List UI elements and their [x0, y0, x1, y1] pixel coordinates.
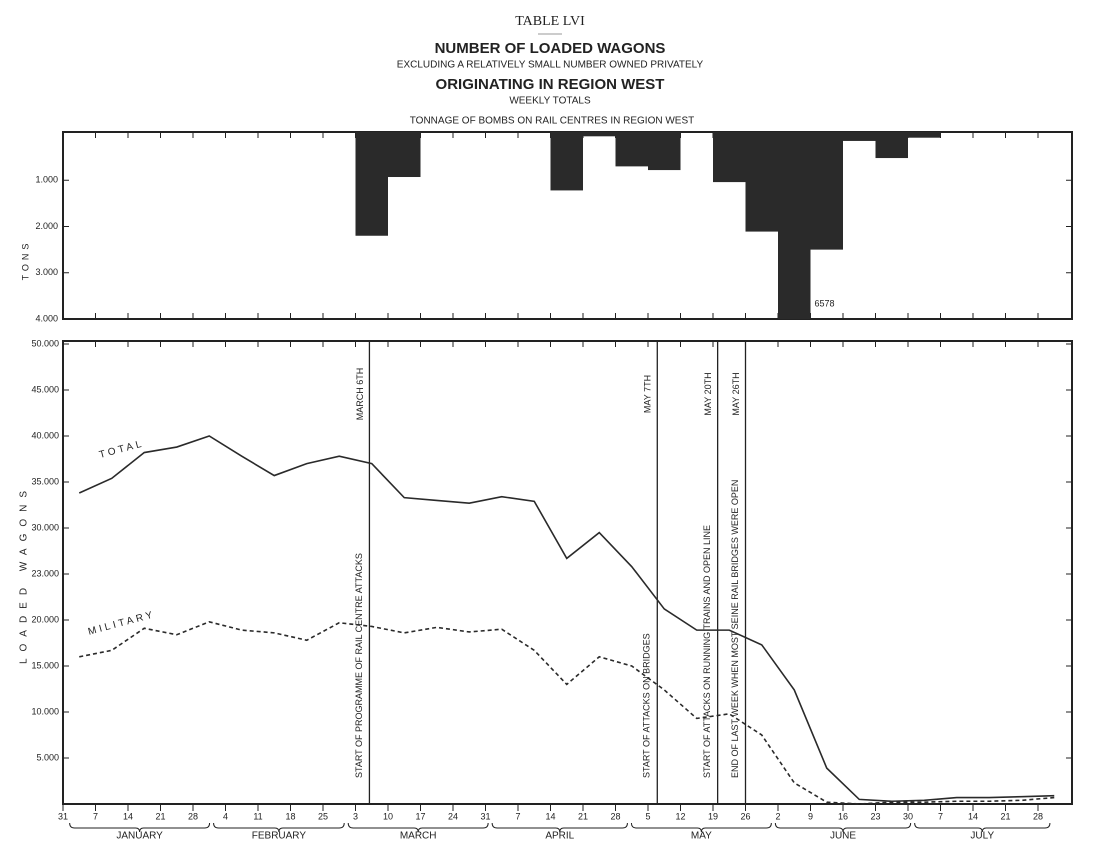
- x-tick-label: 28: [188, 811, 198, 821]
- x-tick-label: 31: [58, 811, 68, 821]
- bars: [355, 132, 941, 319]
- x-tick-label: 3: [353, 811, 358, 821]
- event-label: START OF PROGRAMME OF RAIL CENTRE ATTACK…: [354, 553, 364, 778]
- x-tick-label: 14: [123, 811, 133, 821]
- month-bracket: [69, 822, 211, 833]
- x-tick-label: 25: [318, 811, 328, 821]
- y-tick-label: 3.000: [35, 267, 58, 277]
- y-tick-label: 4.000: [35, 313, 58, 323]
- x-tick-label: 7: [515, 811, 520, 821]
- y-tick-label: 35.000: [31, 476, 59, 486]
- chart-title: TONNAGE OF BOMBS ON RAIL CENTRES IN REGI…: [410, 116, 694, 127]
- series-line: [79, 621, 1055, 805]
- bar: [778, 132, 811, 319]
- month-bracket: [491, 822, 628, 833]
- y-tick-label: 5.000: [36, 752, 59, 762]
- table-label: TABLE LVI: [515, 14, 585, 29]
- y-tick-label: 30.000: [31, 522, 59, 532]
- x-tick-label: 14: [545, 811, 555, 821]
- y-tick-label: 23.000: [31, 568, 59, 578]
- x-tick-label: 28: [610, 811, 620, 821]
- y-tick-label: 15.000: [31, 660, 59, 670]
- event-date: MAY 26TH: [731, 372, 741, 415]
- x-tick-label: 28: [1033, 811, 1043, 821]
- subtitle: WEEKLY TOTALS: [509, 96, 591, 107]
- month-bracket: [630, 822, 772, 833]
- bar: [810, 132, 843, 250]
- bar: [843, 132, 876, 141]
- event-label: END OF LAST WEEK WHEN MOST SEINE RAIL BR…: [730, 480, 740, 778]
- x-tick-label: 23: [870, 811, 880, 821]
- x-tick-label: 31: [480, 811, 490, 821]
- month-label: JANUARY: [116, 831, 163, 842]
- bar: [355, 132, 388, 236]
- event-date: MARCH 6TH: [355, 368, 365, 421]
- month-label: APRIL: [545, 831, 574, 842]
- x-tick-label: 18: [285, 811, 295, 821]
- y-tick-label: 10.000: [31, 706, 59, 716]
- bar: [388, 132, 421, 178]
- x-tick-label: 7: [93, 811, 98, 821]
- month-bracket: [213, 822, 345, 833]
- bar: [875, 132, 908, 159]
- month-label: FEBRUARY: [252, 831, 307, 842]
- month-label: MAY: [691, 831, 712, 842]
- series-line: [78, 435, 1055, 803]
- plot-frame: [62, 340, 1073, 805]
- y-axis-label: TONS: [20, 240, 30, 281]
- y-tick-label: 40.000: [31, 430, 59, 440]
- x-tick-label: 17: [415, 811, 425, 821]
- subtitle: EXCLUDING A RELATIVELY SMALL NUMBER OWNE…: [397, 60, 704, 71]
- x-tick-label: 9: [808, 811, 813, 821]
- x-tick-label: 26: [740, 811, 750, 821]
- x-tick-label: 5: [645, 811, 650, 821]
- event-date: MAY 7TH: [643, 375, 653, 413]
- bar: [550, 132, 583, 191]
- month-label: JUNE: [830, 831, 856, 842]
- y-tick-label: 2.000: [35, 221, 58, 231]
- y-tick-label: 50.000: [31, 338, 59, 348]
- x-tick-label: 19: [708, 811, 718, 821]
- event-label: START OF ATTACKS ON BRIDGES: [642, 633, 652, 778]
- month-label: MARCH: [400, 831, 437, 842]
- y-tick-label: 1.000: [35, 175, 58, 185]
- x-tick-label: 24: [448, 811, 458, 821]
- x-tick-label: 21: [155, 811, 165, 821]
- event-label: START OF ATTACKS ON RUNNING TRAINS AND O…: [702, 525, 712, 778]
- x-tick-label: 10: [383, 811, 393, 821]
- x-tick-label: 21: [1000, 811, 1010, 821]
- bar: [583, 132, 616, 137]
- month-bracket: [914, 822, 1051, 833]
- bar: [648, 132, 681, 171]
- month-bracket: [347, 822, 489, 833]
- title: ORIGINATING IN REGION WEST: [436, 76, 665, 93]
- x-tick-label: 16: [838, 811, 848, 821]
- x-tick-label: 21: [578, 811, 588, 821]
- x-tick-label: 30: [903, 811, 913, 821]
- month-bracket: [774, 822, 912, 833]
- y-tick-label: 20.000: [31, 614, 59, 624]
- y-axis-label: LOADED WAGONS: [19, 484, 30, 664]
- x-tick-label: 14: [968, 811, 978, 821]
- x-tick-label: 12: [675, 811, 685, 821]
- bar: [713, 132, 746, 183]
- y-tick-label: 45.000: [31, 384, 59, 394]
- x-tick-label: 11: [253, 811, 262, 821]
- month-label: JULY: [970, 831, 994, 842]
- x-tick-label: 7: [938, 811, 943, 821]
- title: NUMBER OF LOADED WAGONS: [435, 40, 666, 57]
- event-date: MAY 20TH: [703, 372, 713, 415]
- data-label: 6578: [815, 298, 835, 308]
- series-label: MILITARY: [87, 609, 157, 638]
- bar: [745, 132, 778, 232]
- bar: [908, 132, 941, 138]
- x-tick-label: 2: [775, 811, 780, 821]
- x-tick-label: 4: [223, 811, 228, 821]
- bar: [615, 132, 648, 167]
